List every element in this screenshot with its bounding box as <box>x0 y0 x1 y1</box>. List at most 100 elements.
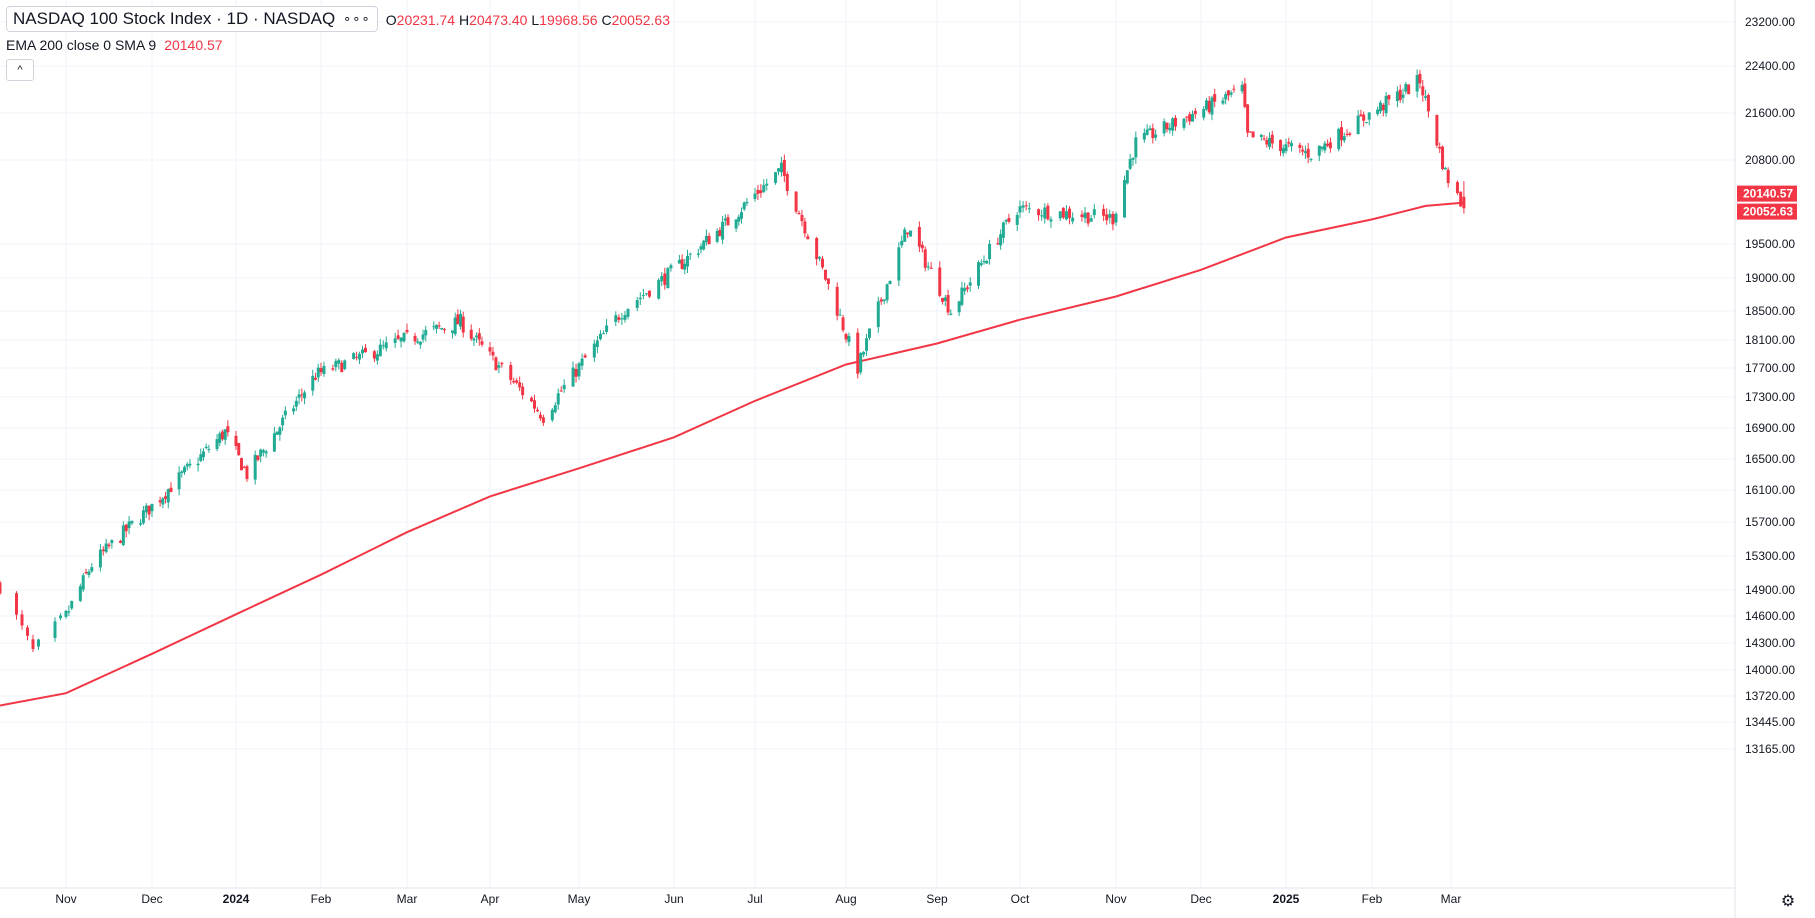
candle-body <box>702 240 706 250</box>
candle-body <box>90 567 94 572</box>
candle-body <box>245 466 249 480</box>
candle-body <box>686 255 689 267</box>
candle <box>459 309 463 330</box>
candle-body <box>1446 169 1450 184</box>
candle-body <box>469 329 473 339</box>
candle <box>929 262 933 269</box>
candle-body <box>1265 140 1269 145</box>
candle-body <box>196 463 200 466</box>
candle <box>1049 216 1053 228</box>
candle <box>553 402 557 414</box>
candle <box>923 246 927 272</box>
candle-body <box>150 503 154 512</box>
candle-body <box>1125 170 1129 184</box>
candle-body <box>960 287 964 305</box>
candle <box>876 296 880 333</box>
candle-body <box>1284 144 1288 152</box>
candle-body <box>509 364 513 380</box>
candle <box>1367 111 1371 126</box>
candle <box>509 361 513 385</box>
candle-body <box>906 232 910 235</box>
candle-body <box>1037 209 1041 216</box>
candle <box>1080 210 1084 222</box>
candle <box>166 488 170 509</box>
y-tick-label: 14000.00 <box>1745 663 1795 677</box>
time-axis[interactable]: Nov Dec 2024 Feb Mar Apr May Jun Jul Aug Sep Oct Nov… <box>55 892 1461 906</box>
candle <box>340 360 344 373</box>
candle-body <box>715 230 719 242</box>
candle <box>660 272 664 287</box>
indicator-row[interactable]: EMA 200 close 0 SMA 9 20140.57 <box>6 37 670 53</box>
x-tick-label: Dec <box>1190 892 1211 906</box>
collapse-legend-button[interactable]: ^ <box>6 59 34 81</box>
candle-body <box>1007 218 1011 222</box>
candle <box>1027 202 1031 214</box>
last-value-tag <box>1737 185 1797 202</box>
candle <box>1320 146 1324 152</box>
candle <box>218 431 222 447</box>
candle-body <box>1151 128 1155 139</box>
candle-body <box>1435 114 1439 146</box>
more-options-icon[interactable]: ∘∘∘ <box>343 11 371 26</box>
candle-body <box>1415 75 1419 92</box>
candle <box>1018 200 1022 218</box>
candle <box>259 448 263 463</box>
candle <box>644 293 648 296</box>
candle-body <box>1359 114 1363 117</box>
candle <box>475 332 479 343</box>
price-axis[interactable]: 23200.00 22400.00 21600.00 20800.00 19500.00… <box>1745 15 1795 756</box>
candle-body <box>1226 90 1230 96</box>
candle <box>1446 167 1450 188</box>
candle <box>1309 158 1313 163</box>
candle-body <box>774 172 778 183</box>
symbol-title-box[interactable]: NASDAQ 100 Stock Index · 1D · NASDAQ ∘∘∘ <box>6 6 378 32</box>
gear-icon[interactable]: ⚙ <box>1780 893 1796 910</box>
candle <box>734 219 738 232</box>
symbol-title: NASDAQ 100 Stock Index · 1D · NASDAQ <box>13 9 336 28</box>
candle-body <box>67 611 71 613</box>
candle <box>943 294 947 307</box>
candles-layer <box>0 69 1466 652</box>
candle-body <box>314 377 318 380</box>
candle-body <box>1339 127 1343 141</box>
last-value-text: 20140.57 <box>1743 187 1793 201</box>
candle-body <box>393 338 397 343</box>
candle <box>1262 134 1266 141</box>
candle-body <box>331 368 335 370</box>
candle <box>535 407 539 413</box>
x-tick-label: Dec <box>141 892 162 906</box>
candle-body <box>104 543 108 552</box>
candle <box>797 210 801 215</box>
candle <box>647 290 651 299</box>
candle-body <box>999 234 1003 246</box>
candle-body <box>121 525 125 546</box>
candle <box>1290 140 1294 152</box>
candle-body <box>1229 92 1233 95</box>
candle-body <box>1426 95 1430 112</box>
candle-body <box>982 260 986 263</box>
candle-body <box>316 367 320 378</box>
candle-body <box>1188 114 1192 122</box>
candle-body <box>1251 131 1255 138</box>
candle <box>1426 93 1430 118</box>
candle <box>737 214 741 226</box>
candle-body <box>440 328 444 330</box>
x-tick-label: Feb <box>311 892 332 906</box>
x-tick-label: Aug <box>835 892 856 906</box>
candle <box>1111 211 1115 231</box>
candle <box>1128 153 1132 171</box>
candle <box>592 339 596 362</box>
candle <box>888 280 892 285</box>
candle <box>451 330 455 339</box>
candle-body <box>500 362 504 365</box>
open-label: O <box>385 12 397 29</box>
candle-body <box>1018 206 1022 213</box>
candle-body <box>1040 215 1044 217</box>
candle-body <box>1224 94 1228 100</box>
candle <box>1043 203 1047 224</box>
candle-body <box>130 520 134 524</box>
candle <box>1068 206 1072 225</box>
candle-body <box>1213 94 1217 102</box>
candle-body <box>424 329 428 336</box>
